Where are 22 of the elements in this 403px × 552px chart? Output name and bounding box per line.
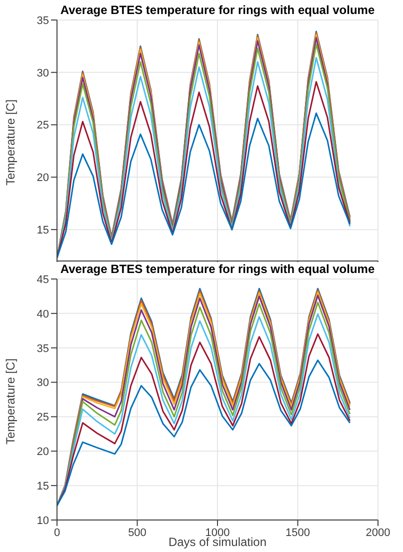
y-tick-label: 35 <box>36 342 49 355</box>
y-tick-label: 15 <box>36 224 49 236</box>
y-tick-label: 30 <box>36 67 49 80</box>
y-tick-label: 20 <box>36 172 49 184</box>
x-tick-label: 0 <box>54 526 60 539</box>
y-tick-label: 35 <box>36 14 49 27</box>
x-tick-label: 1500 <box>286 526 310 539</box>
x-axis-title: Days of simulation <box>168 535 267 549</box>
y-tick-label: 15 <box>36 480 49 492</box>
x-tick-label: 2000 <box>366 526 390 539</box>
chart-title: Average BTES temperature for rings with equal volume <box>59 262 376 276</box>
y-axis-title: Temperature [C] <box>3 358 18 444</box>
y-tick-label: 45 <box>36 274 49 286</box>
y-tick-label: 25 <box>36 120 49 132</box>
y-tick-label: 20 <box>36 446 49 458</box>
y-axis-title: Temperature [C] <box>3 99 18 186</box>
chart-title: Average BTES temperature for rings with equal volume <box>59 3 376 17</box>
x-tick-label: 500 <box>128 526 146 539</box>
y-tick-label: 30 <box>36 377 49 390</box>
y-tick-label: 40 <box>36 308 49 320</box>
y-tick-label: 10 <box>36 514 49 527</box>
y-tick-label: 25 <box>36 412 49 424</box>
